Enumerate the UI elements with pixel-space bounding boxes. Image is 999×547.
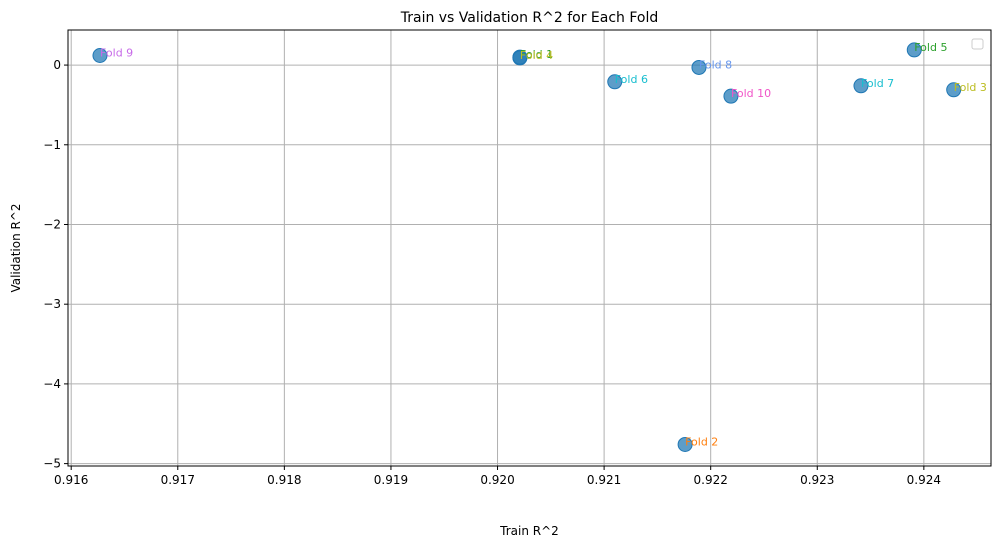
data-point: [946, 82, 962, 98]
y-tick-label: −5: [43, 457, 61, 471]
y-axis-title: Validation R^2: [9, 203, 23, 292]
x-tick-label: 0.923: [800, 473, 834, 487]
x-axis-ticks: 0.916 0.917 0.918 0.919 0.920 0.921 0.922 0.923…: [54, 466, 941, 487]
y-tick-label: −2: [43, 217, 61, 231]
data-point: [607, 74, 623, 90]
data-point: [691, 59, 707, 75]
data-point: [92, 48, 108, 64]
data-point: [723, 88, 739, 104]
y-tick-label: 0: [53, 58, 61, 72]
point-label: Fold 2: [685, 435, 718, 448]
x-tick-label: 0.917: [161, 473, 195, 487]
legend-box[interactable]: [971, 38, 984, 50]
x-tick-label: 0.918: [267, 473, 301, 487]
point-labels: Fold 1 Fold 2 Fold 3 Fold 4 Fold 5 Fold 6 Fold…: [100, 41, 987, 449]
point-label: Fold 4: [520, 49, 553, 62]
chart-title: Train vs Validation R^2 for Each Fold: [400, 10, 659, 26]
data-point: [677, 436, 693, 452]
point-label: Fold 6: [615, 73, 648, 86]
y-axis-ticks: −5 −4 −3 −2 −1 0: [43, 58, 68, 471]
y-tick-label: −1: [43, 138, 61, 152]
x-axis-title: Train R^2: [499, 524, 559, 538]
data-points: [92, 42, 962, 452]
x-tick-label: 0.920: [480, 473, 514, 487]
point-label: Fold 1: [520, 48, 553, 61]
point-label: Fold 9: [100, 47, 133, 60]
x-tick-label: 0.919: [374, 473, 408, 487]
point-label: Fold 8: [699, 58, 732, 71]
data-point: [906, 42, 922, 58]
point-label: Fold 3: [954, 81, 987, 94]
y-tick-label: −4: [43, 377, 61, 391]
point-label: Fold 10: [731, 87, 771, 100]
data-point: [853, 78, 869, 94]
x-tick-label: 0.916: [54, 473, 88, 487]
y-tick-label: −3: [43, 297, 61, 311]
point-label: Fold 7: [861, 77, 894, 90]
point-label: Fold 5: [914, 41, 947, 54]
x-tick-label: 0.922: [694, 473, 728, 487]
x-tick-label: 0.921: [587, 473, 621, 487]
data-point: [512, 50, 528, 66]
grid-lines: [68, 30, 991, 466]
x-tick-label: 0.924: [907, 473, 941, 487]
plot-frame: [67, 29, 992, 467]
